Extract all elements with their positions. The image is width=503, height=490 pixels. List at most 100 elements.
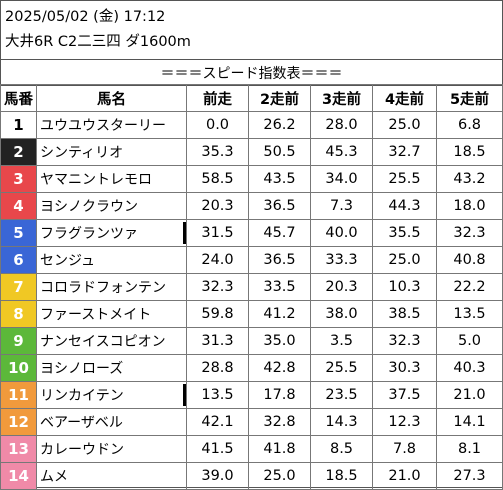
speed-index-value: 25.0 [372, 111, 437, 139]
speed-index-value: 31.3 [186, 327, 249, 355]
table-row: 1 ユウユウスターリー 0.0 26.2 28.0 25.0 6.8 [0, 111, 503, 139]
speed-index-value: 7.8 [372, 435, 437, 463]
horse-name-text: ヨシノクラウン [40, 199, 138, 215]
horse-number: 5 [0, 219, 37, 247]
horse-number: 2 [0, 138, 37, 166]
table-row: 5 フラグランツァ 31.5 45.7 40.0 35.5 32.3 [0, 219, 503, 247]
speed-index-value: 28.0 [310, 111, 373, 139]
table-row: 6 センジュ 24.0 36.5 33.3 25.0 40.8 [0, 246, 503, 274]
speed-index-value: 12.3 [372, 408, 437, 436]
speed-index-value: 27.3 [436, 462, 503, 490]
horse-number: 1 [0, 111, 37, 139]
speed-index-value: 40.0 [310, 219, 373, 247]
col-header-last: 前走 [186, 84, 249, 112]
table-row: 10 ヨシノローズ 28.8 42.8 25.5 30.3 40.3 [0, 354, 503, 382]
speed-index-value: 50.5 [248, 138, 311, 166]
speed-index-value: 21.0 [372, 462, 437, 490]
table-title: ＝＝＝スピード指数表＝＝＝ [1, 59, 502, 86]
table-row: 13 カレーウドン 41.5 41.8 8.5 7.8 8.1 [0, 435, 503, 463]
horse-name: センジュ [36, 246, 187, 274]
speed-index-value: 5.0 [436, 327, 503, 355]
horse-name-text: カレーウドン [40, 442, 124, 458]
speed-index-value: 44.3 [372, 192, 437, 220]
speed-index-value: 6.8 [436, 111, 503, 139]
col-header-3-ago: 3走前 [310, 84, 373, 112]
speed-index-value: 18.5 [310, 462, 373, 490]
horse-number: 11 [0, 381, 37, 409]
horse-number: 4 [0, 192, 37, 220]
marker-bar [183, 384, 186, 406]
horse-name-text: ムメ [40, 469, 68, 485]
speed-index-value: 36.5 [248, 246, 311, 274]
horse-name: ヨシノローズ [36, 354, 187, 382]
horse-name: ムメ [36, 462, 187, 490]
speed-index-value: 32.3 [436, 219, 503, 247]
horse-number: 9 [0, 327, 37, 355]
speed-index-value: 40.8 [436, 246, 503, 274]
speed-index-value: 43.5 [248, 165, 311, 193]
horse-name: コロラドフォンテン [36, 273, 187, 301]
speed-index-value: 21.0 [436, 381, 503, 409]
date-time: 2025/05/02 (金) 17:12 [5, 9, 166, 25]
horse-name-text: シンティリオ [40, 145, 124, 161]
speed-index-value: 40.3 [436, 354, 503, 382]
horse-name-text: ヨシノローズ [40, 361, 124, 377]
col-header-4-ago: 4走前 [372, 84, 437, 112]
speed-index-value: 32.3 [372, 327, 437, 355]
table-row: 14 ムメ 39.0 25.0 18.5 21.0 27.3 [0, 462, 503, 490]
speed-index-value: 13.5 [436, 300, 503, 328]
horse-number: 10 [0, 354, 37, 382]
speed-index-value: 36.5 [248, 192, 311, 220]
horse-name: ユウユウスターリー [36, 111, 187, 139]
speed-index-value: 0.0 [186, 111, 249, 139]
speed-index-value: 26.2 [248, 111, 311, 139]
speed-index-value: 22.2 [436, 273, 503, 301]
speed-index-value: 23.5 [310, 381, 373, 409]
table-row: 3 ヤマニントレモロ 58.5 43.5 34.0 25.5 43.2 [0, 165, 503, 193]
speed-index-value: 25.0 [248, 462, 311, 490]
col-header-name: 馬名 [36, 84, 187, 112]
horse-name: リンカイテン [36, 381, 187, 409]
speed-index-value: 39.0 [186, 462, 249, 490]
speed-index-value: 38.0 [310, 300, 373, 328]
horse-name-text: ファーストメイト [40, 307, 152, 323]
header-row: 馬番 馬名 前走 2走前 3走前 4走前 5走前 [0, 84, 503, 112]
speed-index-value: 37.5 [372, 381, 437, 409]
speed-index-value: 38.5 [372, 300, 437, 328]
horse-name: ヤマニントレモロ [36, 165, 187, 193]
marker-bar [183, 222, 186, 244]
speed-index-value: 20.3 [186, 192, 249, 220]
speed-index-value: 17.8 [248, 381, 311, 409]
horse-name-text: ヤマニントレモロ [40, 172, 152, 188]
speed-index-value: 32.3 [186, 273, 249, 301]
horse-number: 8 [0, 300, 37, 328]
speed-index-value: 33.5 [248, 273, 311, 301]
horse-number: 3 [0, 165, 37, 193]
speed-index-value: 43.2 [436, 165, 503, 193]
table-row: 2 シンティリオ 35.3 50.5 45.3 32.7 18.5 [0, 138, 503, 166]
speed-index-value: 35.0 [248, 327, 311, 355]
horse-number: 14 [0, 462, 37, 490]
speed-index-value: 18.0 [436, 192, 503, 220]
speed-index-value: 33.3 [310, 246, 373, 274]
race-info: 大井6R C2二三四 ダ1600m [5, 34, 191, 50]
col-header-2-ago: 2走前 [248, 84, 311, 112]
speed-index-value: 18.5 [436, 138, 503, 166]
speed-index-value: 13.5 [186, 381, 249, 409]
speed-index-value: 34.0 [310, 165, 373, 193]
speed-index-value: 42.1 [186, 408, 249, 436]
speed-index-value: 42.8 [248, 354, 311, 382]
horse-name-text: ベアーザベル [40, 415, 123, 431]
speed-index-value: 41.8 [248, 435, 311, 463]
speed-index-value: 45.7 [248, 219, 311, 247]
horse-name: ベアーザベル [36, 408, 187, 436]
speed-index-value: 7.3 [310, 192, 373, 220]
horse-name: ナンセイスコピオン [36, 327, 187, 355]
speed-index-value: 25.0 [372, 246, 437, 274]
horse-number: 7 [0, 273, 37, 301]
horse-name: ファーストメイト [36, 300, 187, 328]
horse-name-text: センジュ [40, 253, 96, 269]
horse-number: 6 [0, 246, 37, 274]
table-row: 4 ヨシノクラウン 20.3 36.5 7.3 44.3 18.0 [0, 192, 503, 220]
speed-index-value: 8.1 [436, 435, 503, 463]
